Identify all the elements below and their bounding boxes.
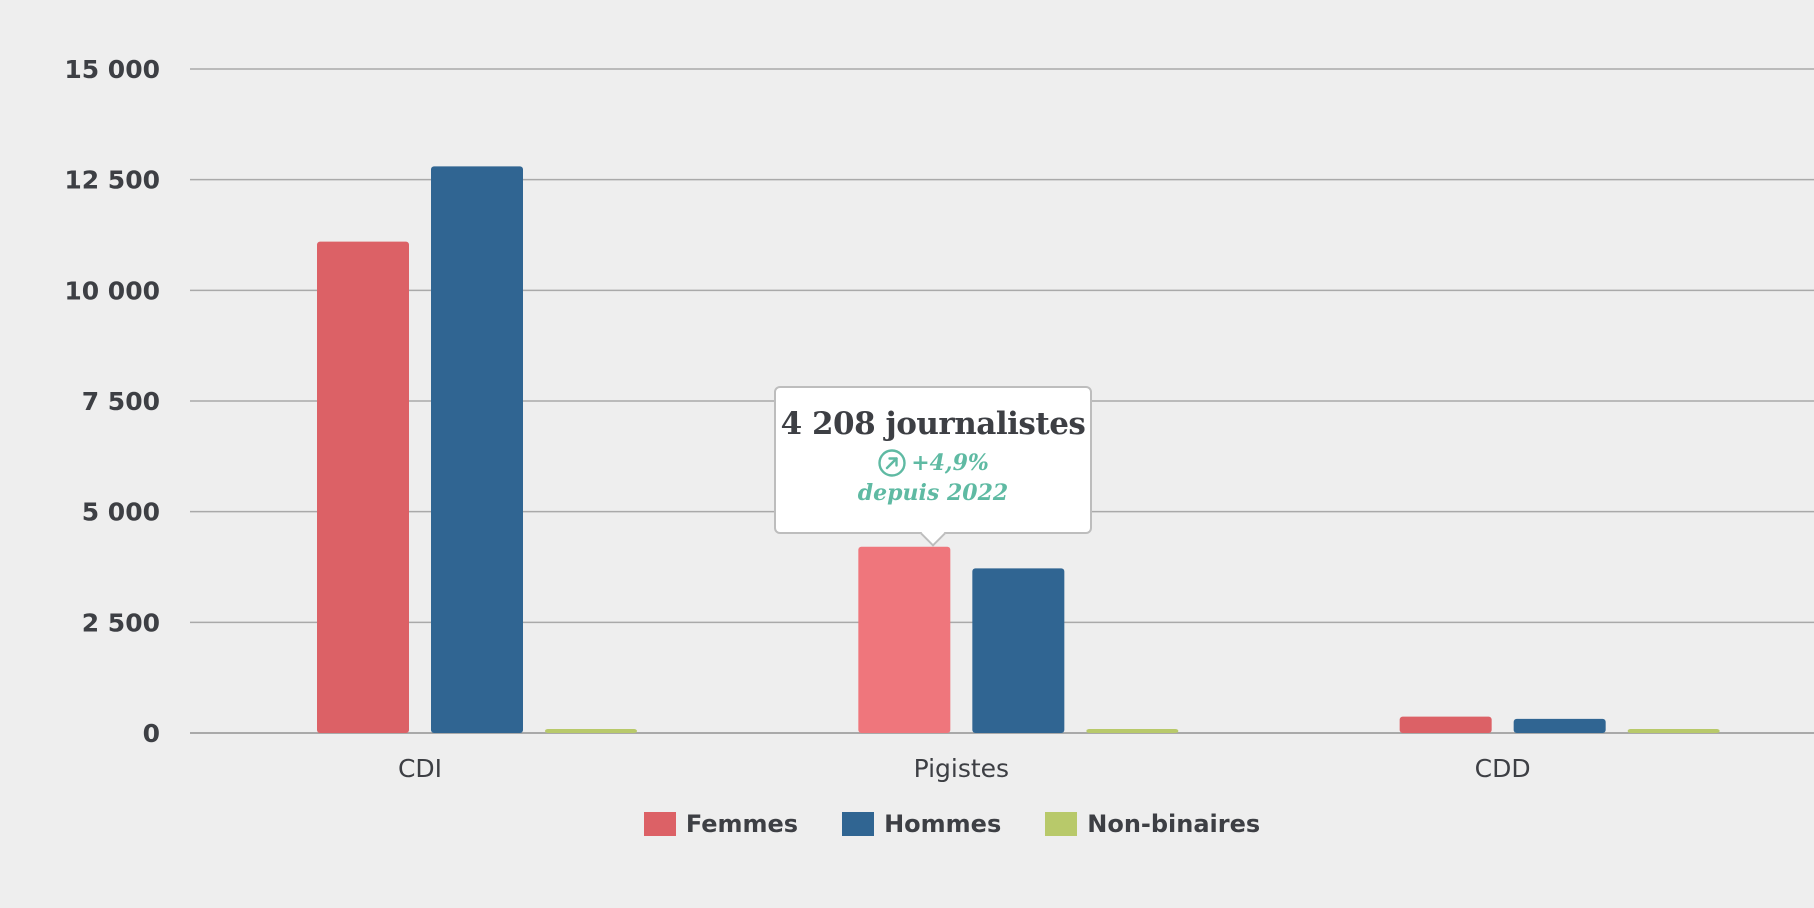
tooltip-since: depuis 2022 [857,480,1009,506]
y-tick-label: 12 500 [64,166,160,195]
y-tick-label: 5 000 [82,498,160,527]
y-tick-label: 15 000 [64,55,160,84]
chart-tooltip: 4 208 journalistes +4,9% depuis 2022 [774,386,1092,534]
tooltip-change-row: +4,9% [776,448,1090,478]
legend-label-non-binaires: Non-binaires [1087,810,1261,838]
y-tick-label: 7 500 [82,387,160,416]
legend-label-hommes: Hommes [884,810,1002,838]
x-axis-labels: CDI Pigistes CDD [398,754,1531,783]
legend-swatch-non-binaires [1045,812,1078,836]
y-axis-ticks: 0 2 500 5 000 7 500 10 000 12 500 15 000 [64,55,160,748]
y-tick-label: 10 000 [64,276,160,305]
x-tick-label: CDD [1475,754,1531,783]
x-tick-label: Pigistes [914,754,1010,783]
bar-femmes-pigistes[interactable] [858,546,951,733]
bar-hommes-pigistes[interactable] [972,568,1065,733]
legend-item-femmes[interactable]: Femmes [643,810,799,838]
bar-femmes-cdi[interactable] [317,241,409,733]
legend-label-femmes: Femmes [685,810,799,838]
bar-hommes-cdd[interactable] [1513,718,1606,733]
bar-non-binaires-cdd[interactable] [1627,729,1720,733]
x-tick-label: CDI [398,754,442,783]
y-tick-label: 0 [143,719,160,748]
bar-hommes-cdi[interactable] [431,166,523,734]
chart-legend: Femmes Hommes Non-binaires [0,810,1814,838]
legend-swatch-femmes [643,812,676,836]
bar-non-binaires-pigistes[interactable] [1086,729,1179,733]
tooltip-title: 4 208 journalistes [780,406,1086,442]
legend-swatch-hommes [842,812,875,836]
legend-item-non-binaires[interactable]: Non-binaires [1045,810,1260,838]
bar-femmes-cdd[interactable] [1399,716,1492,733]
bars [317,166,1720,734]
tooltip-change-value: +4,9% [911,450,989,476]
trend-up-circle-icon [877,448,907,478]
bar-non-binaires-cdi[interactable] [545,729,637,733]
legend-item-hommes[interactable]: Hommes [842,810,1001,838]
y-tick-label: 2 500 [82,608,160,637]
